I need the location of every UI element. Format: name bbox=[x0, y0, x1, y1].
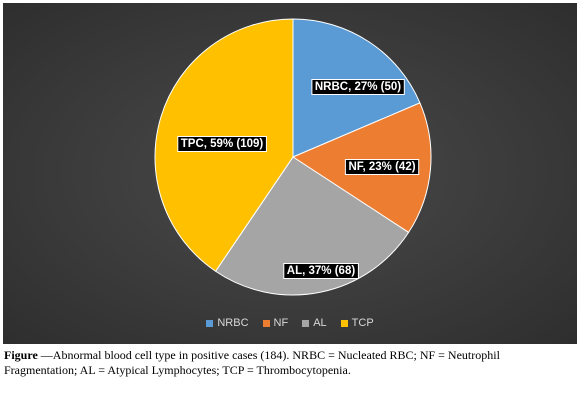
data-label-nrbc: NRBC, 27% (50) bbox=[311, 79, 405, 95]
legend-label-al: AL bbox=[313, 317, 327, 329]
legend-item-nf: NF bbox=[262, 317, 289, 329]
legend-label-nrbc: NRBC bbox=[217, 317, 249, 329]
data-label-text-nrbc: NRBC, 27% (50) bbox=[315, 81, 401, 93]
legend-item-tcp: TCP bbox=[340, 317, 374, 329]
chart-panel: NRBC, 27% (50) NF, 23% (42) AL, 37% (68) TP… bbox=[3, 3, 577, 344]
legend-swatch-al bbox=[302, 319, 310, 327]
data-label-box-al bbox=[283, 263, 359, 279]
caption-text: —Abnormal blood cell type in positive ca… bbox=[4, 348, 500, 377]
data-label-box-nrbc bbox=[311, 79, 405, 95]
legend-swatch-nf bbox=[262, 319, 270, 327]
data-label-tcp: TPC, 59% (109) bbox=[177, 136, 267, 152]
data-label-text-tcp: TPC, 59% (109) bbox=[181, 138, 264, 150]
data-label-text-al: AL, 37% (68) bbox=[287, 265, 356, 277]
caption-prefix: Figure bbox=[4, 348, 38, 362]
legend-label-nf: NF bbox=[273, 317, 289, 329]
legend-item-al: AL bbox=[302, 317, 327, 329]
data-label-text-nf: NF, 23% (42) bbox=[348, 161, 415, 173]
figure-caption: Figure —Abnormal blood cell type in posi… bbox=[4, 348, 576, 378]
data-label-box-tcp bbox=[177, 136, 267, 152]
data-label-box-nf bbox=[344, 159, 420, 175]
legend-item-nrbc: NRBC bbox=[206, 317, 249, 329]
pie-chart: NRBC, 27% (50) NF, 23% (42) AL, 37% (68) TP… bbox=[154, 18, 432, 296]
chart-legend: NRBC NF AL TCP bbox=[3, 317, 577, 329]
data-label-al: AL, 37% (68) bbox=[283, 263, 359, 279]
legend-swatch-nrbc bbox=[206, 319, 214, 327]
data-label-nf: NF, 23% (42) bbox=[344, 159, 420, 175]
legend-label-tcp: TCP bbox=[351, 317, 374, 329]
pie-slice-al bbox=[214, 156, 410, 296]
legend-swatch-tcp bbox=[340, 319, 348, 327]
